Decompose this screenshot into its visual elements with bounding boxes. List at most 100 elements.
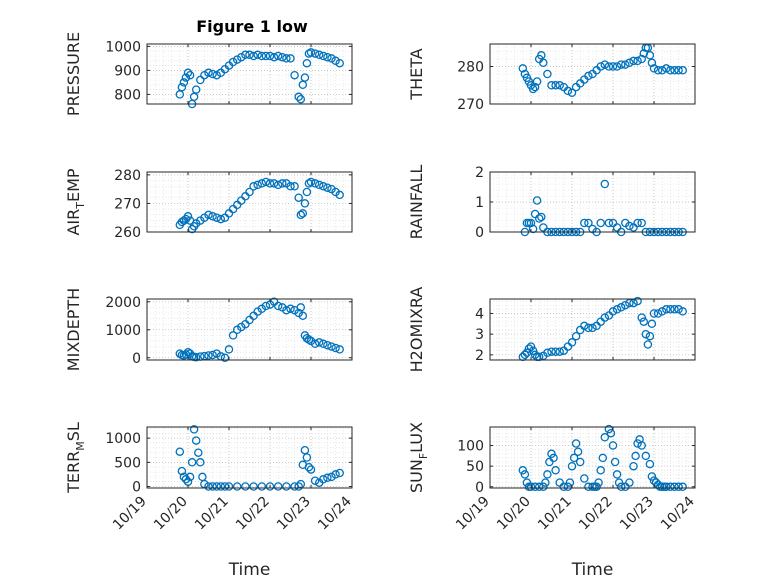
data-point [670, 66, 679, 75]
data-point [189, 425, 199, 434]
subplot-h2omixra: 2 3 4 H2OMIXRA [407, 287, 696, 373]
data-point [547, 81, 556, 90]
data-point [177, 466, 187, 476]
data-point [319, 51, 328, 61]
data-point [245, 50, 254, 60]
data-point [631, 451, 640, 461]
data-point [298, 209, 308, 218]
x-tick-label: 10/23 [617, 494, 657, 534]
y-axis-label: H2OMIXRA [407, 287, 426, 373]
x-tick-label: 10/24 [658, 493, 698, 533]
data-point [537, 51, 546, 60]
data-point [237, 52, 246, 62]
data-point [286, 304, 295, 314]
data-point [269, 52, 279, 62]
y-tick-label: 1 [475, 195, 484, 211]
y-axis-label: TERRMSL [64, 422, 87, 494]
y-tick-label: 1000 [105, 39, 141, 55]
data-point [551, 347, 560, 356]
data-point [528, 84, 538, 94]
data-point [282, 54, 291, 63]
y-tick-label: 50 [466, 459, 484, 475]
data-point [621, 300, 630, 310]
data-point [319, 475, 328, 484]
axes-frame [146, 426, 353, 489]
data-point [678, 66, 687, 75]
data-point [331, 470, 340, 479]
data-point [224, 482, 234, 491]
data-point [670, 482, 679, 492]
data-point [216, 482, 226, 491]
subplot-mixdepth: 0 1000 2000 MIXDEPTH [64, 288, 353, 371]
data-point [298, 311, 308, 321]
data-point [625, 221, 634, 231]
data-point [580, 474, 589, 483]
data-point [662, 305, 671, 314]
data-point [528, 224, 538, 234]
data-point [596, 218, 605, 228]
subplot-pressure: 800 900 1000 PRESSURE [64, 32, 353, 116]
data-point [543, 69, 552, 79]
data-point [612, 305, 622, 314]
data-point [584, 71, 593, 81]
data-point [641, 329, 651, 339]
data-point [294, 193, 303, 202]
data-point [314, 338, 324, 347]
data-point [319, 339, 328, 349]
data-point [179, 78, 189, 87]
axes-frame [146, 43, 353, 105]
subplot-theta: 270 280 THETA [407, 43, 696, 113]
data-point [592, 482, 601, 492]
data-point [567, 338, 577, 347]
data-point [310, 49, 320, 58]
x-axis-label: Time [228, 560, 271, 580]
data-point [608, 62, 618, 71]
data-point [327, 342, 336, 351]
data-point [563, 86, 573, 96]
axes-frame [489, 43, 696, 105]
data-point [637, 54, 646, 64]
y-tick-label: 100 [457, 439, 484, 455]
data-point [212, 213, 221, 222]
data-point [249, 482, 258, 491]
y-tick-label: 0 [475, 480, 484, 496]
data-point [547, 347, 556, 356]
axes-frame [146, 171, 353, 233]
data-point [302, 453, 312, 462]
data-point [633, 296, 642, 306]
data-point [300, 199, 310, 208]
data-point [662, 482, 671, 492]
data-point [600, 313, 610, 322]
data-point [304, 462, 314, 472]
y-axis-label: THETA [407, 48, 426, 100]
data-point [181, 73, 191, 82]
data-point [302, 58, 312, 68]
data-point [224, 345, 234, 354]
data-point [249, 51, 258, 61]
data-point [612, 470, 622, 479]
y-tick-label: 280 [457, 60, 484, 76]
data-point [649, 64, 659, 73]
data-point [539, 482, 548, 492]
data-point [296, 303, 306, 312]
data-point [185, 70, 195, 80]
data-point [175, 349, 185, 358]
data-point [567, 461, 577, 471]
data-point [520, 350, 530, 360]
data-point [559, 482, 569, 492]
data-point [327, 54, 336, 63]
y-tick-label: 1000 [105, 431, 141, 447]
data-point [331, 343, 340, 353]
data-point [625, 478, 634, 487]
data-point [584, 218, 593, 228]
data-point [518, 466, 528, 475]
data-point [261, 51, 271, 61]
data-point [528, 346, 538, 355]
data-point [584, 482, 593, 492]
data-point [616, 303, 626, 312]
data-point [547, 449, 556, 459]
data-point [257, 51, 267, 61]
data-point [228, 331, 238, 340]
y-axis-label: MIXDEPTH [64, 288, 83, 371]
